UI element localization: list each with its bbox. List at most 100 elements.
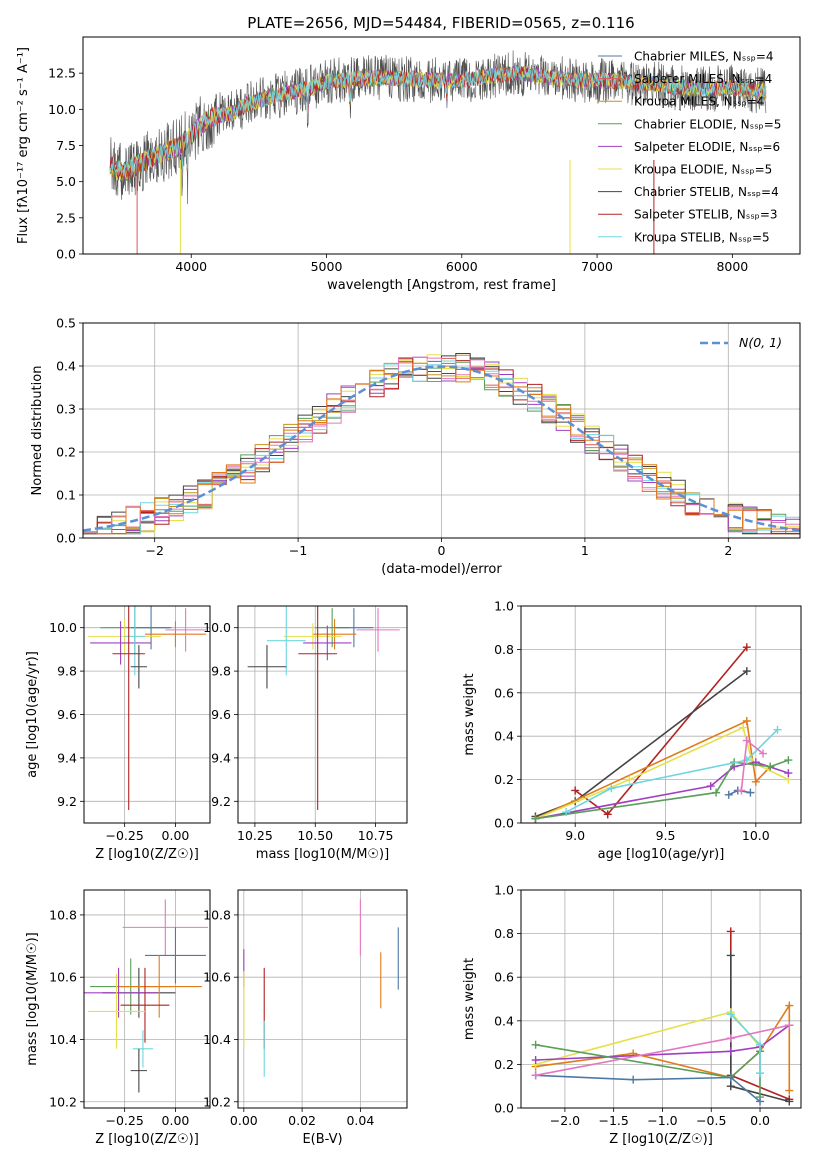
y-tick-label: 10.8: [49, 907, 77, 922]
x-axis-label: Z [log10(Z/Z☉)]: [95, 1132, 199, 1147]
x-tick-label: −1: [289, 543, 307, 558]
x-axis-label: Z [log10(Z/Z☉)]: [95, 847, 199, 862]
mass-weight-marker: [531, 1071, 540, 1080]
x-axis-label: E(B-V): [302, 1132, 342, 1147]
legend-label: Salpeter MILES, Nₛₛₚ=4: [634, 72, 772, 86]
mass-weight-marker: [751, 777, 760, 786]
x-tick-label: −0.25: [105, 828, 143, 843]
y-tick-label: 9.6: [211, 707, 231, 722]
legend-label: Kroupa ELODIE, Nₛₛₚ=5: [634, 163, 772, 177]
panel-age-vs-mass: 10.25 10.50 10.75 9.2 9.4 9.6 9.8 10.0 mass [log…: [203, 605, 408, 862]
mass-weight-marker: [531, 1040, 540, 1049]
mass-weight-marker: [712, 788, 721, 797]
x-tick-label: 0.00: [162, 1113, 190, 1128]
mass-weight-marker: [629, 1075, 638, 1084]
x-tick-label: 7000: [581, 259, 613, 274]
spectrum-series-line: [109, 66, 767, 180]
x-tick-label: −1.5: [599, 1113, 629, 1128]
mass-weight-marker: [742, 717, 751, 726]
x-axis-label: Z [log10(Z/Z☉)]: [609, 1132, 713, 1147]
mass-weight-marker: [785, 1097, 794, 1106]
plot-area: [521, 606, 801, 823]
y-tick-label: 9.2: [211, 794, 231, 809]
y-tick-label: 0.2: [494, 772, 514, 787]
mass-weight-marker: [724, 790, 733, 799]
x-tick-label: 9.5: [656, 828, 676, 843]
legend-label: Chabrier ELODIE, Nₛₛₚ=5: [634, 117, 781, 131]
y-tick-label: 9.4: [211, 750, 231, 765]
legend-label: Salpeter ELODIE, Nₛₛₚ=6: [634, 140, 780, 154]
y-tick-label: 0.6: [494, 685, 514, 700]
mass-weight-marker: [726, 951, 735, 960]
axes-frame: [520, 889, 802, 1109]
mass-weight-marker: [773, 725, 782, 734]
y-tick-label: 0.2: [494, 1057, 514, 1072]
y-tick-label: 9.8: [211, 664, 231, 679]
plot-area: [109, 50, 767, 254]
y-tick-label: 0.1: [56, 488, 76, 503]
mass-weight-marker: [726, 1073, 735, 1082]
x-tick-label: 10.50: [297, 828, 333, 843]
mass-weight-marker: [531, 1056, 540, 1065]
y-tick-label: 10.6: [49, 970, 77, 985]
y-tick-label: 9.8: [57, 664, 77, 679]
mass-weight-marker: [531, 814, 540, 823]
mass-weight-marker: [766, 762, 775, 771]
y-tick-label: 10.4: [203, 1032, 231, 1047]
mass-weight-marker: [742, 643, 751, 652]
panel-massweight-vs-age: 9.0 9.5 10.0 0.0 0.2 0.4 0.6 0.8 1.0 age [log10(a…: [462, 599, 802, 862]
y-tick-label: 5.0: [56, 174, 76, 189]
mass-weight-marker: [571, 786, 580, 795]
plot-area: [238, 606, 407, 823]
x-tick-label: 8000: [716, 259, 748, 274]
mass-weight-marker: [726, 1082, 735, 1091]
y-tick-label: 0.0: [56, 247, 76, 262]
y-tick-label: 0.0: [494, 816, 514, 831]
y-tick-label: 0.0: [56, 531, 76, 546]
legend-label: Kroupa MILES, Nₛₛₚ=4: [634, 95, 764, 109]
plot-area: [83, 323, 800, 538]
legend-label: Chabrier MILES, Nₛₛₚ=4: [634, 50, 774, 64]
mass-weight-marker: [706, 782, 715, 791]
x-tick-label: 4000: [175, 259, 207, 274]
x-tick-label: 6000: [446, 259, 478, 274]
x-tick-label: 0.0: [750, 1113, 770, 1128]
axes-frame: [237, 889, 408, 1109]
y-axis-label: age [log10(age/yr)]: [25, 651, 40, 778]
x-tick-label: −2.0: [550, 1113, 580, 1128]
x-tick-label: −1.0: [647, 1113, 677, 1128]
figure-title: PLATE=2656, MJD=54484, FIBERID=0565, z=0…: [247, 14, 634, 32]
panel-age-vs-Z: −0.25 0.00 9.2 9.4 9.6 9.8 10.0 Z [log10(Z/Z☉)]…: [25, 605, 211, 862]
x-tick-label: 9.0: [565, 828, 585, 843]
mass-weight-marker: [625, 775, 634, 784]
mass-weight-marker: [562, 808, 571, 817]
mass-weight-marker: [742, 736, 751, 745]
x-axis-label: age [log10(age/yr)]: [598, 847, 725, 862]
y-tick-label: 10.2: [49, 1094, 77, 1109]
y-tick-label: 0.5: [56, 316, 76, 331]
mass-weight-marker: [726, 927, 735, 936]
x-tick-label: −0.5: [696, 1113, 726, 1128]
mass-weight-marker: [742, 667, 751, 676]
panel-mass-vs-EBV: 0.00 0.02 0.04 10.2 10.4 10.6 10.8 E(B-V): [203, 889, 408, 1147]
y-tick-label: 0.4: [56, 359, 76, 374]
axes-frame: [83, 889, 211, 1109]
mass-weight-marker: [785, 1001, 794, 1010]
axes-frame: [82, 36, 801, 255]
x-tick-label: 1: [581, 543, 589, 558]
mass-weight-marker: [784, 769, 793, 778]
y-axis-label: Flux [fλ10⁻¹⁷ erg cm⁻² s⁻¹ A⁻¹]: [16, 47, 31, 244]
mass-weight-marker: [737, 786, 746, 795]
y-tick-label: 9.6: [57, 707, 77, 722]
x-axis-label: (data-model)/error: [381, 562, 502, 577]
mass-weight-marker: [726, 1034, 735, 1043]
y-axis-label: mass [log10(M/M☉)]: [25, 932, 40, 1065]
y-tick-label: 10.4: [49, 1032, 77, 1047]
x-tick-label: −0.25: [105, 1113, 143, 1128]
mass-weight-marker: [784, 756, 793, 765]
mass-weight-marker: [759, 749, 768, 758]
mass-weight-marker: [726, 1010, 735, 1019]
x-tick-label: 0: [438, 543, 446, 558]
x-tick-label: −2: [145, 543, 163, 558]
